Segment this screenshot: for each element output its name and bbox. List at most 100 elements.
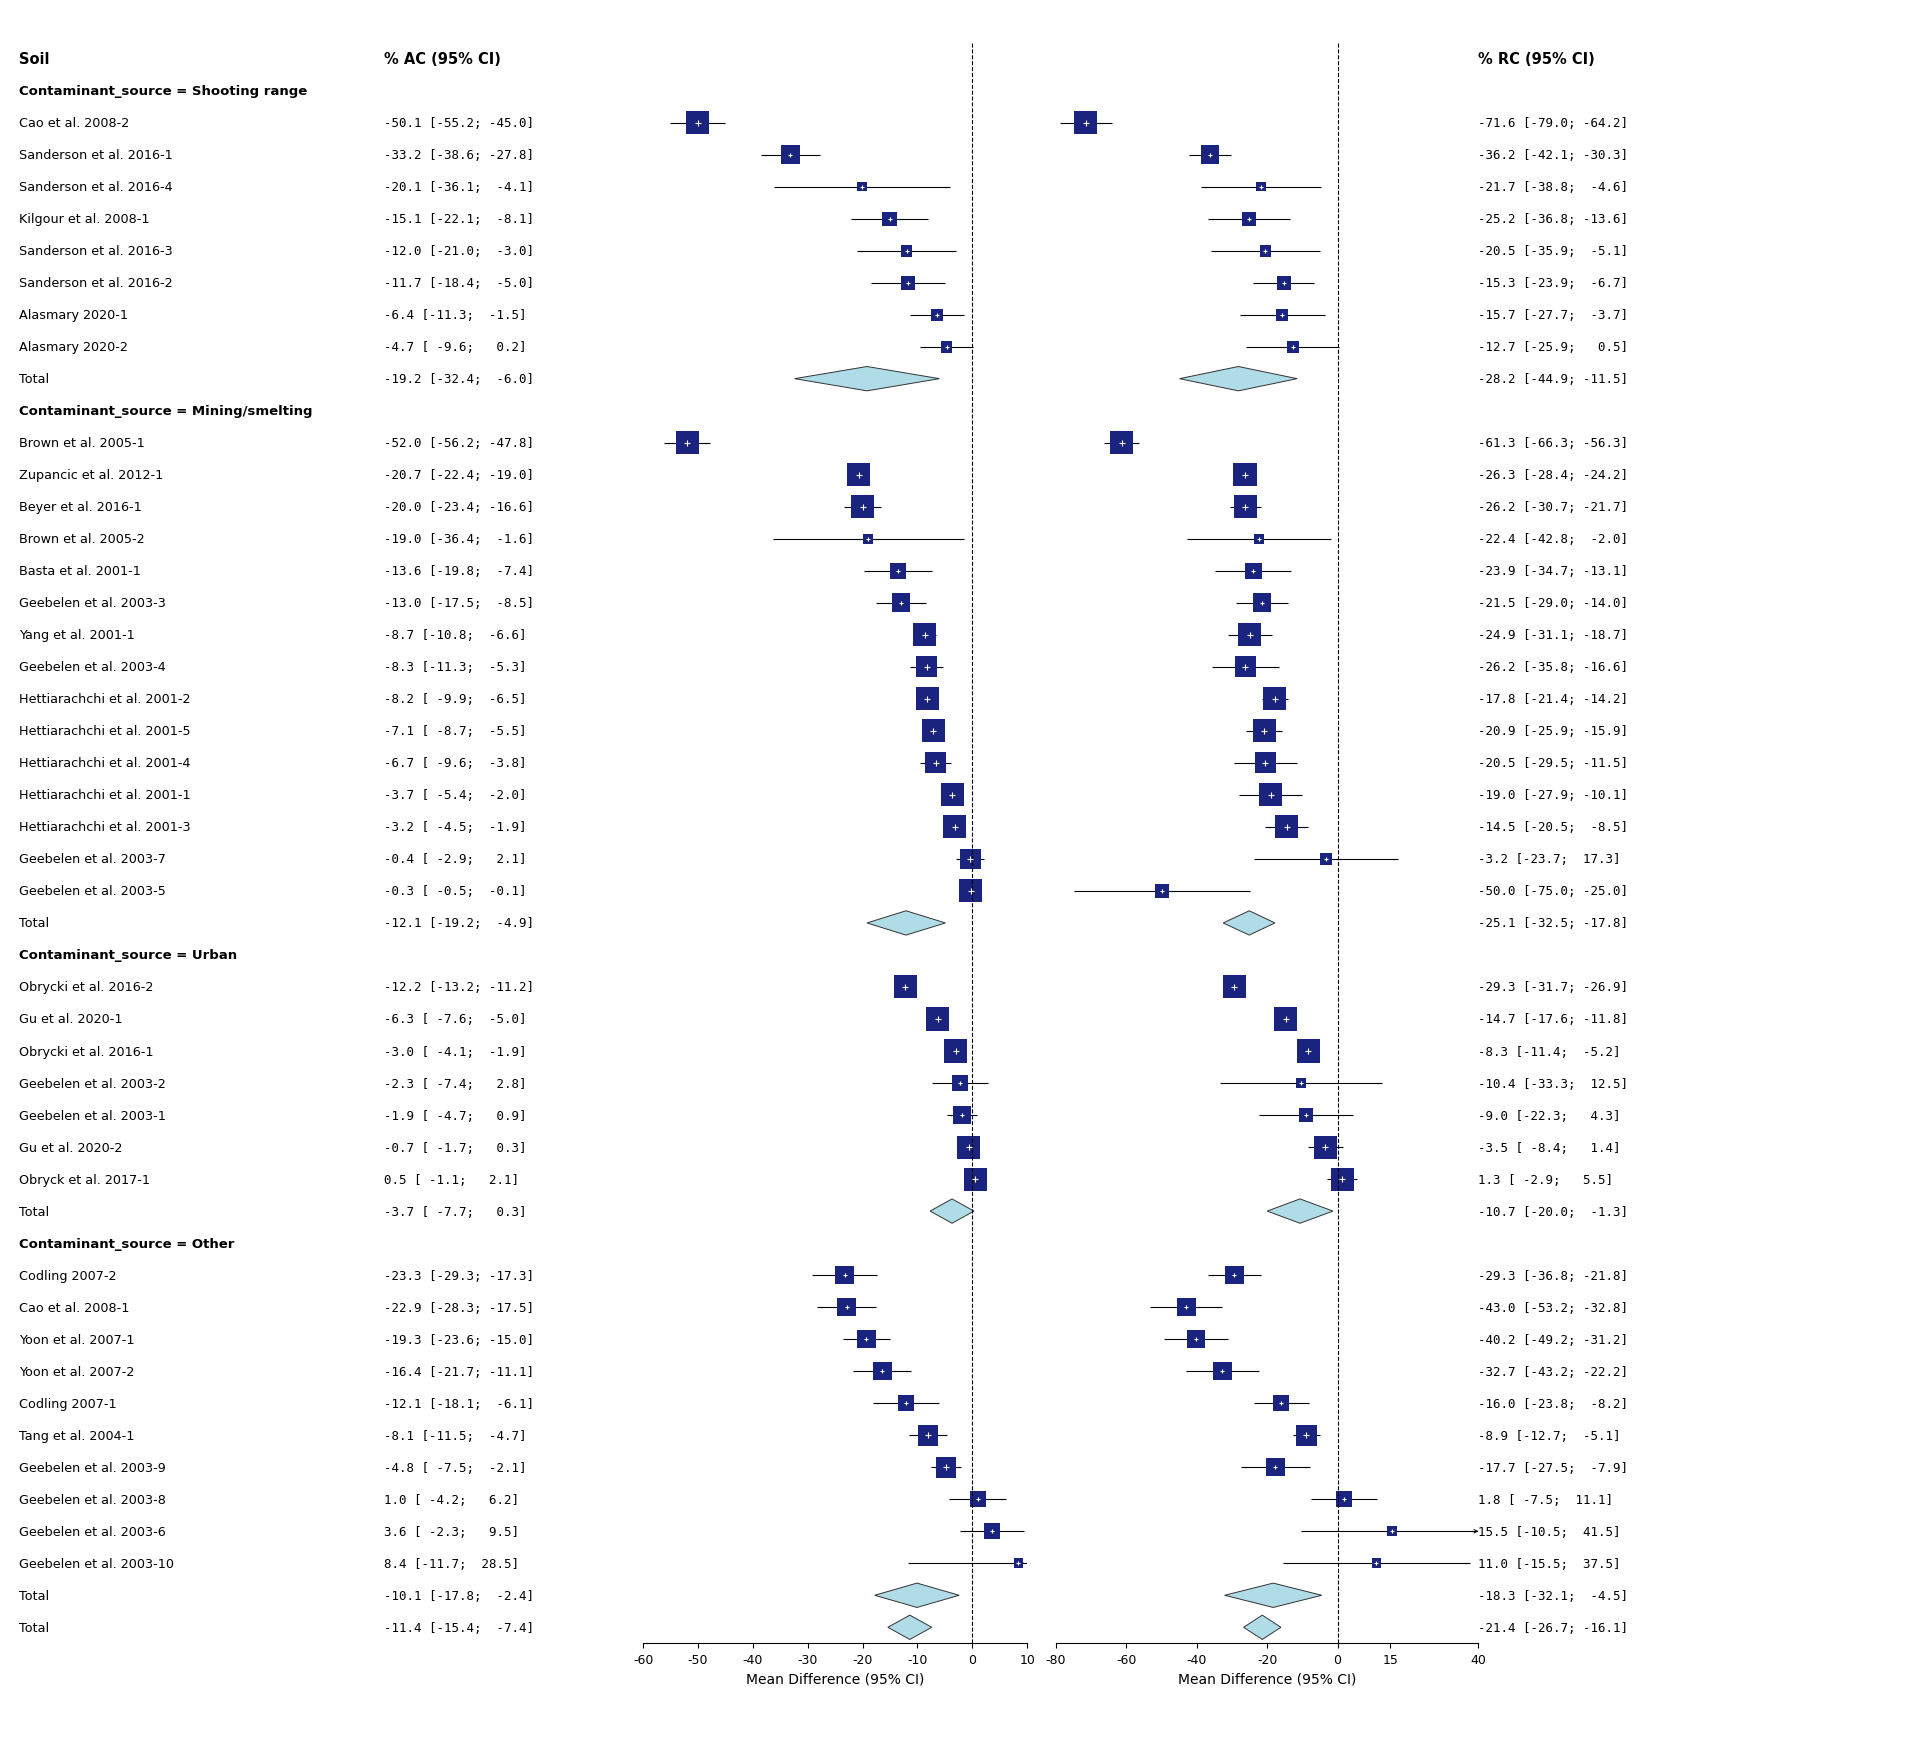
Bar (1014, 1558, 1023, 1569)
Bar (956, 1136, 979, 1158)
Bar (1110, 431, 1133, 456)
Bar (964, 1169, 987, 1191)
Text: Hettiarachchi et al. 2001-1: Hettiarachchi et al. 2001-1 (19, 790, 190, 802)
Text: -28.2 [-44.9; -11.5]: -28.2 [-44.9; -11.5] (1478, 372, 1628, 386)
X-axis label: Mean Difference (95% CI): Mean Difference (95% CI) (747, 1671, 924, 1685)
Text: -3.2 [-23.7;  17.3]: -3.2 [-23.7; 17.3] (1478, 852, 1620, 866)
Text: Obrycki et al. 2016-2: Obrycki et al. 2016-2 (19, 981, 154, 995)
Text: Geebelen et al. 2003-4: Geebelen et al. 2003-4 (19, 661, 165, 675)
Text: -19.0 [-27.9; -10.1]: -19.0 [-27.9; -10.1] (1478, 790, 1628, 802)
Text: Tang et al. 2004-1: Tang et al. 2004-1 (19, 1429, 134, 1442)
Text: -26.3 [-28.4; -24.2]: -26.3 [-28.4; -24.2] (1478, 470, 1628, 482)
Text: Geebelen et al. 2003-9: Geebelen et al. 2003-9 (19, 1461, 165, 1475)
Bar (960, 849, 981, 870)
Text: % AC (95% CI): % AC (95% CI) (384, 52, 501, 68)
Text: -13.6 [-19.8;  -7.4]: -13.6 [-19.8; -7.4] (384, 565, 534, 577)
Bar (900, 277, 916, 290)
Text: Contaminant_source = Shooting range: Contaminant_source = Shooting range (19, 85, 307, 97)
Bar (1298, 1108, 1313, 1122)
Text: -8.9 [-12.7;  -5.1]: -8.9 [-12.7; -5.1] (1478, 1429, 1620, 1442)
Text: -16.4 [-21.7; -11.1]: -16.4 [-21.7; -11.1] (384, 1365, 534, 1377)
Bar (1286, 341, 1298, 353)
Polygon shape (1223, 911, 1275, 936)
Bar (835, 1266, 854, 1285)
Bar (1277, 277, 1290, 290)
Text: Total: Total (19, 1621, 50, 1635)
Text: -20.0 [-23.4; -16.6]: -20.0 [-23.4; -16.6] (384, 501, 534, 515)
Text: -3.7 [ -7.7;   0.3]: -3.7 [ -7.7; 0.3] (384, 1205, 526, 1217)
Text: 0.5 [ -1.1;   2.1]: 0.5 [ -1.1; 2.1] (384, 1172, 518, 1186)
Text: Total: Total (19, 1205, 50, 1217)
Bar (1225, 1266, 1244, 1285)
Text: -22.9 [-28.3; -17.5]: -22.9 [-28.3; -17.5] (384, 1301, 534, 1315)
Text: -0.3 [ -0.5;  -0.1]: -0.3 [ -0.5; -0.1] (384, 885, 526, 897)
Text: -19.3 [-23.6; -15.0]: -19.3 [-23.6; -15.0] (384, 1332, 534, 1346)
Text: 15.5 [-10.5;  41.5]: 15.5 [-10.5; 41.5] (1478, 1525, 1620, 1537)
Polygon shape (929, 1200, 973, 1224)
Text: Yang et al. 2001-1: Yang et al. 2001-1 (19, 630, 134, 642)
Bar (1252, 595, 1271, 612)
Text: Sanderson et al. 2016-1: Sanderson et al. 2016-1 (19, 150, 173, 162)
Polygon shape (868, 911, 945, 936)
Bar (1238, 624, 1261, 647)
Text: -20.7 [-22.4; -19.0]: -20.7 [-22.4; -19.0] (384, 470, 534, 482)
Text: -10.1 [-17.8;  -2.4]: -10.1 [-17.8; -2.4] (384, 1589, 534, 1602)
Bar (1313, 1136, 1336, 1158)
Text: -3.5 [ -8.4;   1.4]: -3.5 [ -8.4; 1.4] (1478, 1141, 1620, 1155)
Text: -29.3 [-36.8; -21.8]: -29.3 [-36.8; -21.8] (1478, 1269, 1628, 1282)
Text: -0.4 [ -2.9;   2.1]: -0.4 [ -2.9; 2.1] (384, 852, 526, 866)
Bar (970, 1492, 987, 1508)
Text: Alasmary 2020-2: Alasmary 2020-2 (19, 341, 129, 355)
Text: Brown et al. 2005-1: Brown et al. 2005-1 (19, 436, 144, 450)
Text: -6.7 [ -9.6;  -3.8]: -6.7 [ -9.6; -3.8] (384, 756, 526, 770)
Text: 1.8 [ -7.5;  11.1]: 1.8 [ -7.5; 11.1] (1478, 1492, 1613, 1506)
Text: -25.2 [-36.8; -13.6]: -25.2 [-36.8; -13.6] (1478, 212, 1628, 226)
Bar (1187, 1330, 1206, 1349)
Bar (1177, 1297, 1196, 1316)
Bar (952, 1075, 968, 1092)
Bar (1233, 464, 1256, 487)
Bar (1254, 534, 1263, 544)
Text: -21.7 [-38.8;  -4.6]: -21.7 [-38.8; -4.6] (1478, 181, 1628, 195)
Bar (1388, 1527, 1398, 1536)
Text: -29.3 [-31.7; -26.9]: -29.3 [-31.7; -26.9] (1478, 981, 1628, 995)
Polygon shape (795, 367, 939, 391)
Text: -8.7 [-10.8;  -6.6]: -8.7 [-10.8; -6.6] (384, 630, 526, 642)
Text: Hettiarachchi et al. 2001-5: Hettiarachchi et al. 2001-5 (19, 725, 190, 737)
Text: -21.4 [-26.7; -16.1]: -21.4 [-26.7; -16.1] (1478, 1621, 1628, 1635)
Text: Basta et al. 2001-1: Basta et al. 2001-1 (19, 565, 140, 577)
Text: Geebelen et al. 2003-5: Geebelen et al. 2003-5 (19, 885, 165, 897)
Bar (1256, 183, 1265, 193)
Polygon shape (1244, 1616, 1281, 1640)
Bar (864, 534, 874, 544)
Bar (935, 1457, 956, 1478)
Bar (1246, 563, 1261, 579)
Text: -6.4 [-11.3;  -1.5]: -6.4 [-11.3; -1.5] (384, 310, 526, 322)
Text: Geebelen et al. 2003-10: Geebelen et al. 2003-10 (19, 1556, 175, 1570)
Text: -40.2 [-49.2; -31.2]: -40.2 [-49.2; -31.2] (1478, 1332, 1628, 1346)
Bar (1275, 816, 1298, 838)
Text: -23.9 [-34.7; -13.1]: -23.9 [-34.7; -13.1] (1478, 565, 1628, 577)
Text: Zupancic et al. 2012-1: Zupancic et al. 2012-1 (19, 470, 163, 482)
Text: -4.7 [ -9.6;   0.2]: -4.7 [ -9.6; 0.2] (384, 341, 526, 355)
Text: -12.2 [-13.2; -11.2]: -12.2 [-13.2; -11.2] (384, 981, 534, 995)
Text: Total: Total (19, 372, 50, 386)
Text: -8.1 [-11.5;  -4.7]: -8.1 [-11.5; -4.7] (384, 1429, 526, 1442)
Text: Sanderson et al. 2016-4: Sanderson et al. 2016-4 (19, 181, 173, 195)
Bar (891, 595, 910, 612)
Bar (1275, 1009, 1298, 1031)
Text: 8.4 [-11.7;  28.5]: 8.4 [-11.7; 28.5] (384, 1556, 518, 1570)
Bar (1371, 1558, 1380, 1569)
Text: Gu et al. 2020-2: Gu et al. 2020-2 (19, 1141, 123, 1155)
Bar (1213, 1362, 1233, 1381)
Text: -20.5 [-29.5; -11.5]: -20.5 [-29.5; -11.5] (1478, 756, 1628, 770)
Text: Geebelen et al. 2003-3: Geebelen et al. 2003-3 (19, 596, 165, 610)
Bar (1200, 146, 1219, 165)
Text: -11.4 [-15.4;  -7.4]: -11.4 [-15.4; -7.4] (384, 1621, 534, 1635)
Bar (916, 689, 939, 711)
Text: -71.6 [-79.0; -64.2]: -71.6 [-79.0; -64.2] (1478, 117, 1628, 130)
Bar (943, 816, 966, 838)
Polygon shape (887, 1616, 931, 1640)
Text: -36.2 [-42.1; -30.3]: -36.2 [-42.1; -30.3] (1478, 150, 1628, 162)
Text: Cao et al. 2008-1: Cao et al. 2008-1 (19, 1301, 129, 1315)
